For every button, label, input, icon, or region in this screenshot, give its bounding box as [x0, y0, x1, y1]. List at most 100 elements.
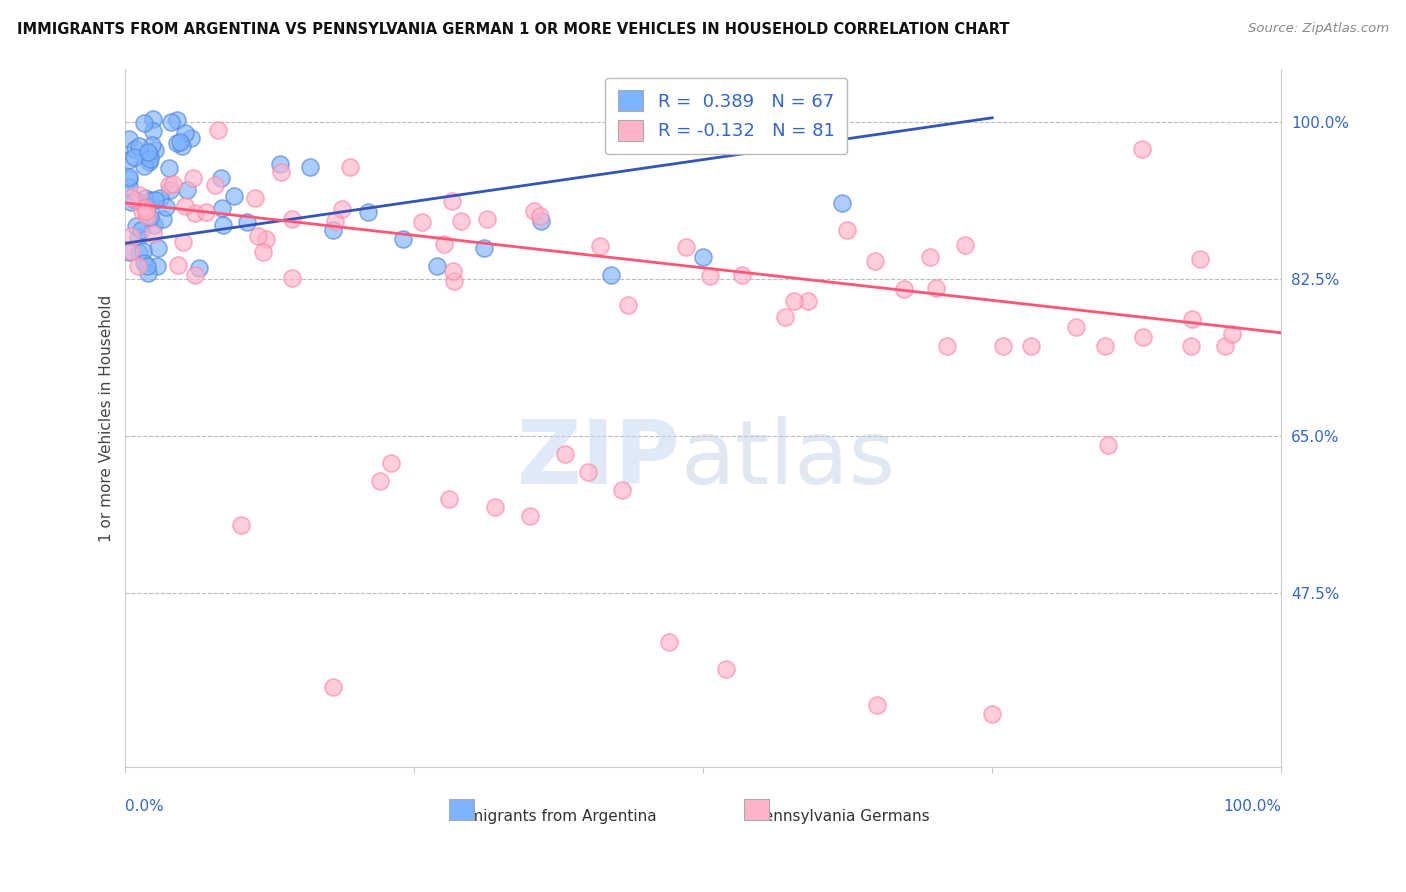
Point	[589, 239, 612, 253]
Point	[530, 214, 553, 228]
Point	[1019, 339, 1042, 353]
Point	[1181, 311, 1204, 326]
Point	[188, 260, 211, 275]
Point	[831, 195, 853, 210]
Point	[160, 115, 183, 129]
Point	[181, 171, 204, 186]
Point	[450, 214, 472, 228]
Point	[118, 172, 141, 186]
Point	[159, 183, 181, 197]
Point	[120, 244, 142, 259]
Point	[176, 183, 198, 197]
Point	[411, 215, 433, 229]
Point	[149, 191, 172, 205]
Point	[252, 245, 274, 260]
Point	[132, 116, 155, 130]
Point	[180, 130, 202, 145]
Point	[270, 165, 292, 179]
Point	[129, 223, 152, 237]
Point	[235, 215, 257, 229]
Point	[152, 212, 174, 227]
Point	[124, 193, 146, 207]
Point	[773, 310, 796, 325]
Point	[981, 706, 1004, 721]
Point	[128, 188, 150, 202]
Point	[380, 456, 402, 470]
Point	[125, 219, 148, 233]
Point	[554, 447, 576, 461]
Point	[222, 189, 245, 203]
Point	[211, 218, 233, 232]
Point	[1132, 330, 1154, 344]
Point	[246, 228, 269, 243]
Point	[529, 209, 551, 223]
FancyBboxPatch shape	[449, 798, 474, 820]
Point	[162, 177, 184, 191]
Point	[136, 209, 159, 223]
Point	[472, 241, 495, 255]
Point	[357, 205, 380, 219]
Point	[167, 259, 190, 273]
Point	[576, 465, 599, 479]
Text: Pennsylvania Germans: Pennsylvania Germans	[755, 809, 929, 824]
Point	[157, 161, 180, 176]
Point	[134, 159, 156, 173]
Point	[204, 178, 226, 192]
Point	[477, 212, 499, 227]
Point	[1132, 142, 1154, 156]
Point	[120, 191, 142, 205]
Point	[1097, 438, 1119, 452]
Point	[132, 244, 155, 258]
Point	[731, 268, 754, 283]
Legend: R =  0.389   N = 67, R = -0.132   N = 81: R = 0.389 N = 67, R = -0.132 N = 81	[606, 78, 848, 153]
Point	[893, 282, 915, 296]
Text: 0.0%: 0.0%	[125, 798, 165, 814]
Point	[437, 491, 460, 506]
Point	[145, 193, 167, 207]
Point	[1064, 320, 1087, 334]
Point	[925, 281, 948, 295]
Point	[280, 211, 302, 226]
Point	[155, 200, 177, 214]
Point	[783, 293, 806, 308]
Point	[699, 269, 721, 284]
Point	[120, 229, 142, 244]
Point	[118, 245, 141, 260]
Point	[523, 204, 546, 219]
Point	[128, 246, 150, 260]
Text: IMMIGRANTS FROM ARGENTINA VS PENNSYLVANIA GERMAN 1 OR MORE VEHICLES IN HOUSEHOLD: IMMIGRANTS FROM ARGENTINA VS PENNSYLVANI…	[17, 22, 1010, 37]
Point	[368, 474, 391, 488]
Point	[184, 205, 207, 219]
FancyBboxPatch shape	[744, 798, 769, 820]
Point	[443, 274, 465, 288]
Point	[935, 339, 957, 353]
Point	[433, 236, 456, 251]
Point	[339, 161, 361, 175]
Point	[281, 271, 304, 285]
Point	[136, 267, 159, 281]
Point	[1188, 252, 1211, 266]
Text: 100.0%: 100.0%	[1223, 798, 1281, 814]
Point	[612, 483, 634, 497]
Point	[519, 509, 541, 524]
Point	[136, 198, 159, 212]
Point	[440, 194, 463, 208]
Point	[1213, 339, 1236, 353]
Text: Source: ZipAtlas.com: Source: ZipAtlas.com	[1249, 22, 1389, 36]
Point	[145, 259, 167, 273]
Point	[183, 268, 205, 282]
Point	[134, 256, 156, 270]
Point	[269, 157, 291, 171]
Point	[173, 127, 195, 141]
Point	[599, 268, 621, 282]
Text: ZIP: ZIP	[517, 417, 681, 503]
Point	[128, 139, 150, 153]
Point	[254, 232, 277, 246]
Point	[169, 135, 191, 149]
Point	[139, 210, 162, 224]
Point	[122, 150, 145, 164]
Point	[865, 698, 887, 712]
Point	[617, 298, 640, 312]
Point	[716, 662, 738, 676]
Y-axis label: 1 or more Vehicles in Household: 1 or more Vehicles in Household	[100, 294, 114, 541]
